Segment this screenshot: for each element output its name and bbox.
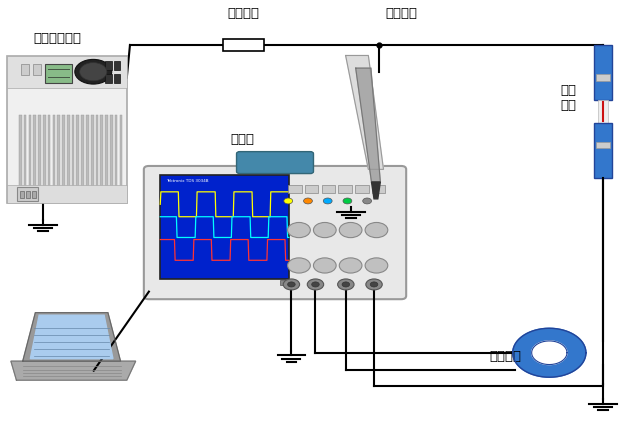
Bar (26, 191, 30, 198)
Bar (82, 115, 84, 196)
Bar (28, 115, 31, 196)
Circle shape (365, 222, 388, 238)
Polygon shape (532, 341, 567, 365)
Bar (7, 55, 127, 88)
Bar (106, 115, 108, 196)
Bar (100, 115, 103, 196)
Bar (32, 191, 36, 198)
Circle shape (75, 59, 112, 84)
Bar (48, 115, 51, 196)
Bar (52, 115, 55, 196)
Bar (91, 115, 94, 196)
Circle shape (288, 222, 310, 238)
Bar (355, 185, 368, 192)
Bar (67, 115, 70, 196)
Circle shape (312, 282, 319, 287)
Bar (372, 185, 386, 192)
Circle shape (80, 63, 107, 81)
Bar (280, 280, 289, 285)
Bar (338, 185, 352, 192)
Circle shape (365, 258, 388, 273)
Bar (20, 191, 24, 198)
Circle shape (343, 198, 352, 204)
Bar (598, 100, 608, 123)
Circle shape (288, 258, 310, 273)
Circle shape (303, 198, 312, 204)
Bar (594, 123, 612, 178)
Polygon shape (23, 313, 121, 361)
Text: Tektronix TDS 3034B: Tektronix TDS 3034B (167, 179, 209, 183)
Text: 示波器: 示波器 (230, 133, 254, 146)
Text: 限流电阻: 限流电阻 (228, 7, 260, 19)
Bar (288, 185, 302, 192)
Text: 罗氏线圈: 罗氏线圈 (489, 351, 521, 363)
Bar (106, 74, 112, 83)
Bar (106, 61, 112, 70)
Text: 高压探头: 高压探头 (385, 7, 417, 19)
Polygon shape (372, 182, 380, 199)
Bar (95, 115, 99, 196)
Circle shape (313, 258, 336, 273)
Polygon shape (513, 328, 586, 377)
Bar (33, 115, 36, 196)
Bar (322, 185, 335, 192)
Circle shape (324, 198, 332, 204)
Text: 指型
电极: 指型 电极 (560, 84, 576, 112)
Bar (119, 115, 122, 196)
Polygon shape (11, 361, 136, 380)
Circle shape (307, 279, 324, 290)
Bar (86, 115, 88, 196)
Bar (596, 74, 610, 81)
Bar (46, 63, 71, 83)
Bar (161, 175, 289, 279)
Circle shape (284, 198, 293, 204)
Bar (7, 55, 127, 203)
Bar (19, 115, 21, 196)
Bar (596, 142, 610, 148)
Bar (76, 115, 79, 196)
Bar (305, 185, 319, 192)
Circle shape (283, 279, 300, 290)
Circle shape (342, 282, 349, 287)
Bar (115, 115, 118, 196)
Circle shape (363, 198, 372, 204)
Polygon shape (356, 68, 380, 182)
Circle shape (370, 282, 378, 287)
Bar (114, 61, 120, 70)
Polygon shape (30, 315, 113, 359)
Bar (114, 74, 120, 83)
Circle shape (337, 279, 354, 290)
FancyBboxPatch shape (144, 166, 406, 299)
Bar (38, 115, 41, 196)
Circle shape (339, 222, 362, 238)
FancyBboxPatch shape (236, 151, 313, 173)
Bar (223, 39, 264, 51)
Circle shape (366, 279, 382, 290)
Circle shape (313, 222, 336, 238)
Bar (16, 187, 38, 201)
Text: 高频高压电源: 高频高压电源 (33, 32, 82, 45)
Circle shape (288, 282, 295, 287)
Bar (71, 115, 75, 196)
Bar (62, 115, 64, 196)
Bar (24, 115, 27, 196)
Bar (58, 115, 60, 196)
Bar (43, 115, 46, 196)
Bar (7, 185, 127, 203)
Circle shape (339, 258, 362, 273)
Bar (110, 115, 112, 196)
Bar (33, 63, 40, 75)
Bar (594, 45, 612, 100)
Bar (21, 63, 28, 75)
Polygon shape (346, 55, 384, 169)
